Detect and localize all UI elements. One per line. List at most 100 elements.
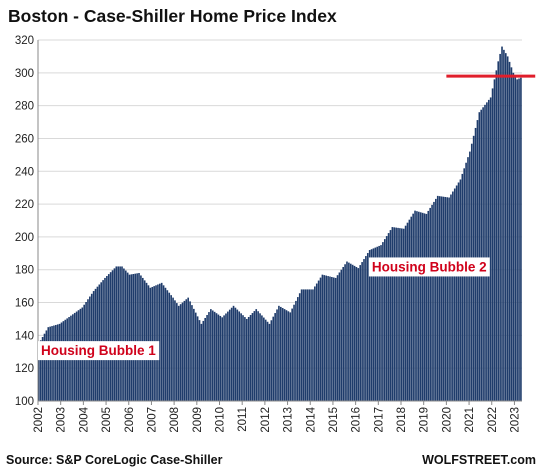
- bar: [106, 276, 108, 401]
- bar: [176, 303, 178, 401]
- bar: [126, 272, 129, 401]
- bar: [363, 259, 365, 401]
- bar: [482, 107, 484, 401]
- bar: [459, 179, 462, 401]
- bar: [465, 162, 467, 401]
- bar: [41, 337, 44, 401]
- bar: [423, 213, 426, 401]
- bar: [419, 212, 422, 401]
- bar: [512, 72, 515, 402]
- bar: [138, 273, 140, 401]
- bar: [378, 245, 380, 401]
- x-tick-label: 2008: [169, 407, 181, 433]
- x-tick-label: 2012: [260, 407, 272, 433]
- bar: [414, 210, 416, 401]
- bar: [450, 194, 452, 401]
- bar: [285, 310, 288, 401]
- bar: [520, 77, 522, 401]
- bar: [480, 109, 483, 401]
- bar: [215, 313, 218, 401]
- bar: [461, 173, 464, 401]
- bar: [198, 320, 201, 401]
- bar: [51, 326, 53, 401]
- bar: [123, 268, 125, 401]
- bar: [401, 228, 403, 401]
- source-note: Source: S&P CoreLogic Case-Shiller: [6, 453, 223, 467]
- bar: [240, 313, 242, 401]
- x-tick-label: 2010: [215, 407, 227, 433]
- bar: [503, 49, 505, 401]
- bar: [319, 277, 322, 401]
- bar: [421, 212, 424, 401]
- bar: [495, 70, 498, 402]
- x-tick-label: 2009: [192, 407, 204, 433]
- bar: [166, 290, 169, 401]
- bar: [293, 304, 295, 401]
- bar: [516, 79, 518, 401]
- bar: [385, 236, 388, 401]
- x-tick-label: 2007: [146, 407, 158, 433]
- bar: [181, 302, 184, 401]
- bar: [402, 228, 405, 401]
- y-tick-label: 200: [15, 232, 34, 244]
- bar: [56, 324, 59, 401]
- bar: [342, 266, 345, 401]
- bar: [225, 313, 227, 401]
- bar: [429, 207, 431, 401]
- bar: [107, 274, 110, 401]
- bar: [177, 305, 180, 401]
- bar: [344, 264, 346, 401]
- bar: [281, 308, 284, 401]
- bar: [206, 315, 208, 401]
- bar: [446, 197, 449, 401]
- bar: [499, 53, 501, 402]
- bar: [399, 228, 401, 401]
- bar: [266, 321, 269, 401]
- bar: [418, 211, 420, 401]
- annotation-box: [368, 257, 490, 277]
- bar: [478, 112, 481, 401]
- x-tick-label: 2022: [487, 407, 499, 433]
- bar: [261, 315, 263, 401]
- bar: [160, 282, 163, 401]
- bar: [244, 317, 246, 401]
- bar: [189, 301, 191, 401]
- bar: [159, 283, 161, 401]
- bar: [111, 270, 114, 401]
- bar: [487, 99, 490, 401]
- annotations: Housing Bubble 1 Housing Bubble 2: [38, 257, 490, 361]
- bar: [221, 317, 224, 401]
- bar: [514, 76, 517, 401]
- bar: [62, 321, 65, 401]
- bar: [164, 287, 167, 401]
- bar: [334, 277, 337, 401]
- bar: [262, 317, 265, 401]
- bar: [336, 275, 339, 401]
- bar: [442, 196, 445, 401]
- bar: [427, 210, 430, 401]
- bar: [374, 247, 377, 401]
- bar: [219, 315, 222, 401]
- bar: [453, 188, 456, 401]
- bar: [255, 309, 258, 401]
- bar: [268, 323, 271, 401]
- bar: [340, 269, 343, 401]
- bar: [130, 274, 133, 401]
- bar: [408, 219, 411, 401]
- bar: [223, 315, 225, 401]
- bar: [257, 311, 259, 401]
- bar: [416, 211, 418, 401]
- bar: [486, 102, 488, 401]
- bar: [49, 326, 51, 401]
- bar: [291, 308, 293, 401]
- bar: [433, 201, 435, 401]
- bar: [208, 312, 210, 401]
- bar: [435, 198, 437, 401]
- bar: [45, 330, 48, 401]
- bar: [404, 225, 407, 401]
- y-tick-label: 180: [15, 265, 34, 277]
- bar: [249, 315, 252, 401]
- bar: [64, 319, 67, 401]
- bar: [338, 272, 341, 401]
